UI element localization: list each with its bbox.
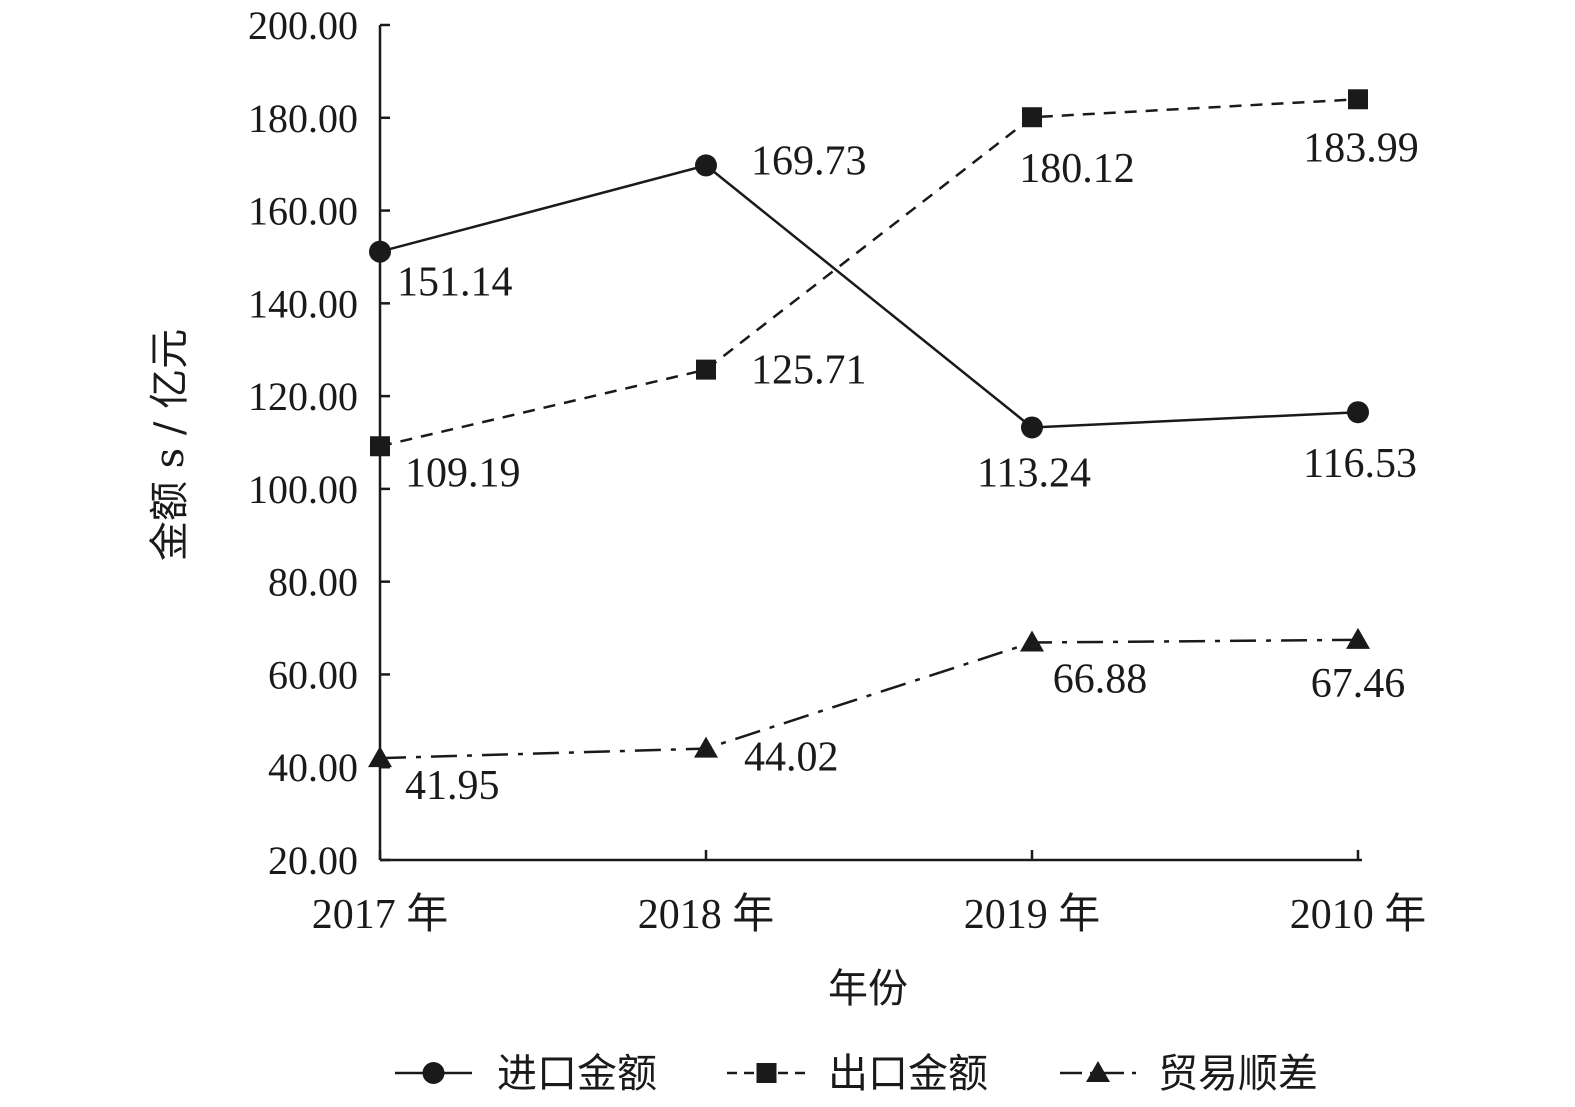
- y-tick-label: 180.00: [248, 96, 358, 141]
- triangle-marker: [368, 746, 392, 768]
- legend-triangle-marker: [1086, 1061, 1110, 1082]
- y-tick-label: 140.00: [248, 281, 358, 326]
- y-tick-label: 40.00: [268, 745, 358, 790]
- data-label: 183.99: [1303, 125, 1419, 171]
- series-3: [368, 627, 1370, 768]
- legend-label: 出口金额: [828, 1051, 988, 1097]
- x-tick-label: 2017 年: [312, 891, 449, 938]
- y-tick-label: 80.00: [268, 560, 358, 605]
- legend-label: 进口金额: [497, 1051, 657, 1097]
- x-tick-label: 2019 年: [964, 891, 1101, 938]
- data-label: 169.73: [751, 138, 867, 184]
- square-marker: [1022, 107, 1042, 128]
- y-tick-label: 100.00: [248, 467, 358, 512]
- circle-marker: [369, 240, 391, 263]
- legend: 进口金额 出口金额 贸易顺差: [395, 1051, 1318, 1097]
- x-axis-title: 年份: [828, 966, 908, 1012]
- circle-marker: [1347, 401, 1369, 424]
- y-axis-title: 金额 s / 亿元: [147, 329, 193, 561]
- square-marker: [696, 359, 716, 380]
- legend-item: 进口金额: [395, 1051, 657, 1097]
- legend-circle-marker: [422, 1062, 445, 1084]
- legend-item: 出口金额: [727, 1051, 988, 1097]
- y-tick-label: 20.00: [268, 838, 358, 883]
- data-label: 125.71: [751, 348, 867, 394]
- series-lines: [368, 89, 1370, 768]
- legend-label: 贸易顺差: [1158, 1051, 1318, 1097]
- circle-marker: [1021, 416, 1043, 439]
- x-tick-label: 2018 年: [638, 891, 775, 938]
- series-line: [379, 164, 1359, 429]
- y-tick-label: 200.00: [248, 3, 358, 48]
- series-2: [370, 89, 1368, 457]
- data-label: 67.46: [1311, 661, 1406, 707]
- data-label: 116.53: [1303, 441, 1417, 487]
- data-label: 180.12: [1019, 146, 1135, 192]
- triangle-marker: [1020, 630, 1044, 652]
- y-tick-label: 120.00: [248, 374, 358, 419]
- data-label: 41.95: [405, 763, 500, 809]
- series-line: [379, 98, 1359, 448]
- square-marker: [1348, 89, 1368, 110]
- legend-square-marker: [756, 1063, 777, 1083]
- data-label: 44.02: [744, 735, 839, 781]
- square-marker: [370, 436, 390, 457]
- y-tick-label: 60.00: [268, 652, 358, 697]
- circle-marker: [695, 154, 717, 177]
- data-label: 113.24: [977, 450, 1091, 496]
- data-labels: 151.14 169.73 113.24 116.53 109.19 125.71 180.…: [397, 125, 1419, 809]
- series-1: [369, 154, 1369, 439]
- data-label: 66.88: [1053, 657, 1148, 703]
- data-label: 109.19: [405, 450, 521, 496]
- triangle-marker: [694, 736, 718, 758]
- legend-item: 贸易顺差: [1060, 1051, 1318, 1097]
- series-line: [379, 638, 1359, 760]
- y-tick-label: 160.00: [248, 189, 358, 234]
- axes: 20.00 40.00 60.00 80.00 100.00 120.00 140.00 16…: [248, 3, 1426, 938]
- data-label: 151.14: [397, 260, 513, 306]
- x-tick-label: 2010 年: [1290, 891, 1427, 938]
- triangle-marker: [1346, 627, 1370, 649]
